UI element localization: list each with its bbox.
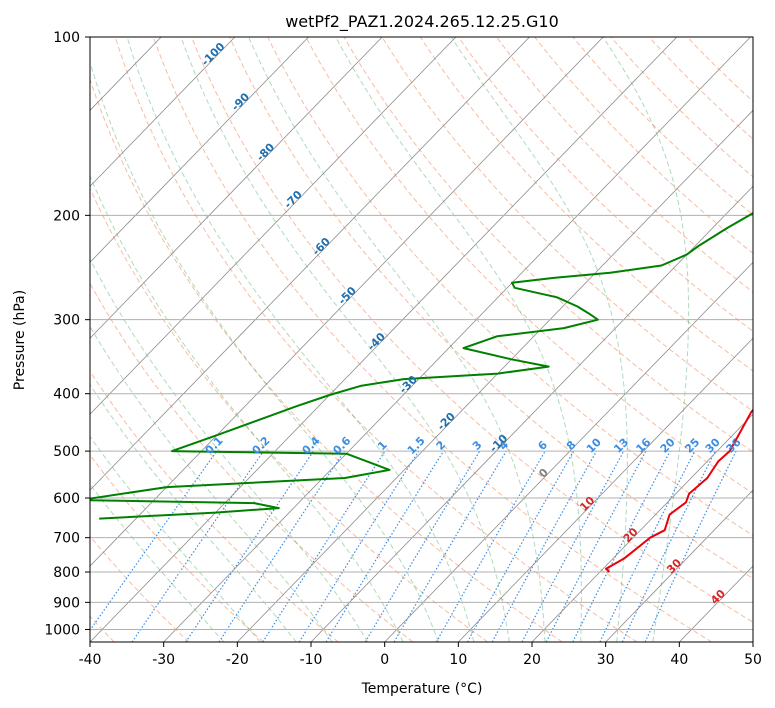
isotherm <box>90 37 604 567</box>
x-axis: -40 -30 -20 -10 0 10 20 30 40 50 <box>79 642 762 668</box>
y-tick-label: 1000 <box>44 622 80 638</box>
x-tick-label: 10 <box>449 652 467 668</box>
dry-adiabat <box>90 77 563 642</box>
dry-adiabat <box>152 37 712 642</box>
y-tick-label: 400 <box>53 387 80 403</box>
mixing-ratio-line <box>521 450 625 642</box>
mixing-ratio-line <box>466 450 575 642</box>
y-tick-label: 500 <box>53 444 80 460</box>
mixing-ratio-line <box>325 450 445 642</box>
moist-adiabat <box>90 258 369 642</box>
x-tick-label: 30 <box>597 652 615 668</box>
dry-adiabat <box>114 37 638 642</box>
moist-adiabat <box>602 37 690 642</box>
x-axis-title: Temperature (°C) <box>361 681 483 697</box>
moist-adiabat <box>90 483 225 642</box>
moist-adiabat <box>248 37 546 642</box>
mixing-ratio-line <box>262 450 386 642</box>
x-tick-label: -20 <box>226 652 249 668</box>
plot-area: 0.1 0.2 0.4 0.6 1 1.5 2 3 4 6 8 10 13 16 20 25 30 36-100-… <box>90 37 753 642</box>
dry-adiabat <box>90 535 190 642</box>
isotherm <box>90 37 236 187</box>
isotherm <box>237 109 753 642</box>
x-tick-label: 20 <box>523 652 541 668</box>
temperature-profile-line <box>605 408 753 573</box>
y-tick-label: 200 <box>53 208 80 224</box>
dry-adiabat <box>648 37 753 140</box>
dry-adiabat <box>534 37 753 254</box>
sounding-series <box>90 212 753 573</box>
mixing-ratio-line <box>185 450 315 642</box>
mixing-ratio-line <box>599 450 696 642</box>
dry-adiabats <box>90 37 753 642</box>
mixing-ratio-line <box>90 450 218 632</box>
isotherm <box>605 489 753 642</box>
dry-adiabat <box>419 37 753 372</box>
mixing-ratio-line <box>644 450 737 642</box>
dry-adiabat <box>229 37 753 579</box>
dry-adiabat <box>343 37 753 453</box>
moist-adiabat <box>90 60 439 642</box>
isotherms <box>90 37 753 642</box>
mixing-ratio-line <box>298 450 420 642</box>
y-tick-label: 600 <box>53 491 80 507</box>
isotherm <box>163 37 751 642</box>
y-axis-title: Pressure (hPa) <box>12 290 28 390</box>
x-tick-label: 40 <box>670 652 688 668</box>
y-tick-label: 100 <box>53 30 80 46</box>
dry-adiabat <box>90 282 414 642</box>
y-tick-label: 800 <box>53 565 80 581</box>
isobars <box>90 37 753 630</box>
chart-title: wetPf2_PAZ1.2024.265.12.25.G10 <box>285 12 559 32</box>
isotherm <box>90 37 678 642</box>
moist-adiabat <box>90 325 333 642</box>
isotherm <box>90 37 383 339</box>
x-tick-label: 0 <box>380 652 389 668</box>
isotherm <box>90 37 309 263</box>
dry-adiabat <box>90 187 488 642</box>
dry-adiabat <box>191 37 753 623</box>
moist-adiabat <box>90 174 404 642</box>
x-tick-label: -30 <box>152 652 175 668</box>
dry-adiabat <box>90 454 264 642</box>
plot-frame <box>89 36 754 643</box>
mixing-ratio-line <box>572 450 671 642</box>
mixing-ratio-line <box>364 450 481 642</box>
isotherm <box>531 413 753 642</box>
y-axis: 100 200 300 400 500 600 700 800 900 1000 <box>44 30 90 638</box>
isotherm <box>310 185 753 642</box>
moist-adiabat <box>126 37 475 642</box>
mixing-ratio-line <box>218 450 345 642</box>
isotherm <box>458 337 753 642</box>
dry-adiabat <box>457 37 753 332</box>
isotherm <box>90 37 457 415</box>
mixing-ratio-line <box>621 450 716 642</box>
isotherm <box>90 37 530 491</box>
dry-adiabat <box>305 37 753 494</box>
moist-adiabat <box>180 37 510 642</box>
dry-adiabat <box>572 37 753 216</box>
y-tick-label: 900 <box>53 595 80 611</box>
y-tick-label: 300 <box>53 313 80 329</box>
x-tick-label: 50 <box>744 652 762 668</box>
isotherm <box>384 261 753 642</box>
x-tick-label: -10 <box>300 652 323 668</box>
y-tick-label: 700 <box>53 531 80 547</box>
dry-adiabat <box>267 37 753 537</box>
x-tick-label: -40 <box>79 652 102 668</box>
mixing-ratio-line <box>545 450 647 642</box>
dewpoint-profile-line <box>90 212 753 520</box>
